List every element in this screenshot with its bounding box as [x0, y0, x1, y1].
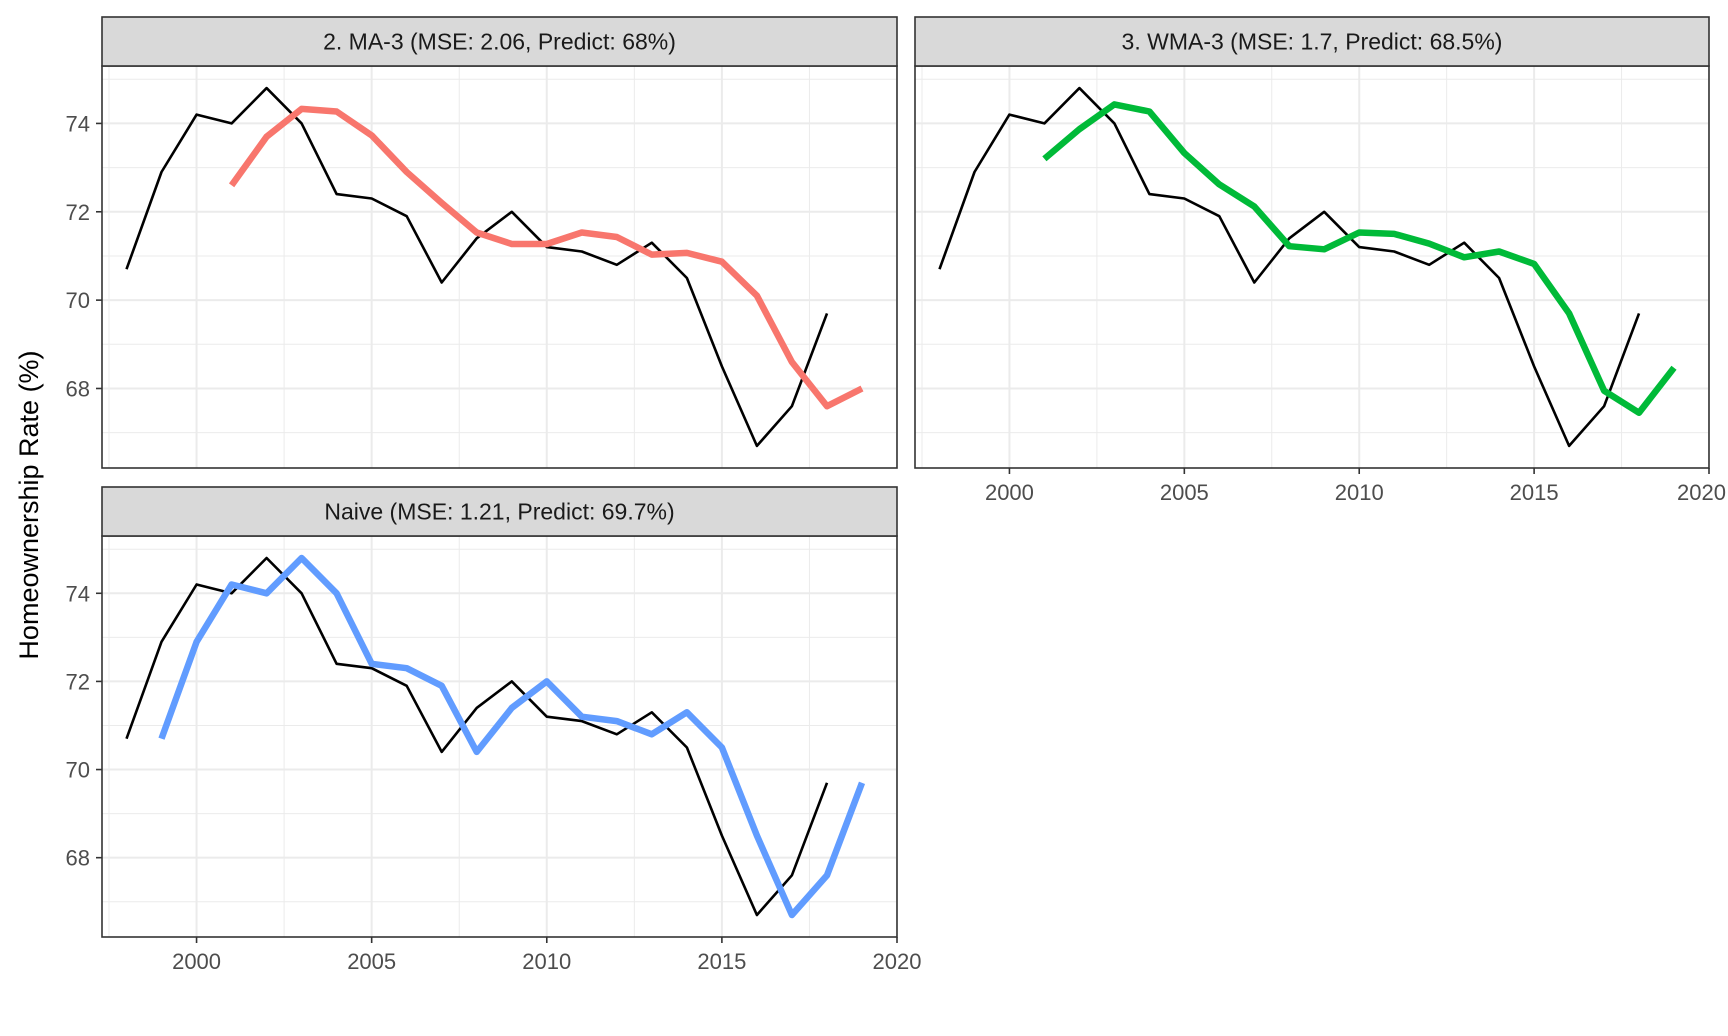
- panel-naive: Naive (MSE: 1.21, Predict: 69.7%) 68 70 72 7…: [66, 486, 922, 974]
- x-tick-label: 2000: [172, 949, 221, 974]
- y-axis-title: Homeownership Rate (%): [14, 350, 44, 659]
- panel-title: Naive (MSE: 1.21, Predict: 69.7%): [324, 499, 674, 525]
- forecast-series-line: [228, 105, 864, 410]
- panel-title: 3. WMA-3 (MSE: 1.7, Predict: 68.5%): [1122, 29, 1503, 55]
- x-tick-label: 2015: [697, 949, 746, 974]
- actual-series-line: [125, 556, 829, 917]
- panel-title: 2. MA-3 (MSE: 2.06, Predict: 68%): [323, 29, 676, 55]
- y-tick-label: 74: [66, 111, 90, 136]
- series-group: [125, 86, 864, 448]
- series-group: [938, 86, 1677, 448]
- strip-background: [914, 16, 1710, 67]
- y-tick-label: 72: [66, 669, 90, 694]
- plot-background: [102, 536, 897, 937]
- y-tick-label: 68: [66, 376, 90, 401]
- y-tick-label: 74: [66, 581, 90, 606]
- strip-background: [101, 486, 898, 537]
- y-tick-label: 72: [66, 200, 90, 225]
- panel-ma3: 2. MA-3 (MSE: 2.06, Predict: 68%) 68 70 72 7…: [66, 16, 898, 469]
- actual-series-line: [125, 86, 829, 448]
- x-tick-label: 2020: [1677, 480, 1726, 505]
- forecast-series-line: [1042, 101, 1677, 417]
- y-tick-label: 68: [66, 846, 90, 871]
- x-tick-label: 2005: [347, 949, 396, 974]
- x-tick-label: 2010: [522, 949, 571, 974]
- strip-background: [101, 16, 898, 67]
- y-tick-label: 70: [66, 288, 90, 313]
- x-tick-label: 2020: [873, 949, 922, 974]
- forecast-series-line: [158, 554, 866, 919]
- series-group: [125, 554, 866, 919]
- panel-wma3: 3. WMA-3 (MSE: 1.7, Predict: 68.5%) 2000 2…: [914, 16, 1726, 505]
- x-tick-label: 2010: [1335, 480, 1384, 505]
- x-tick-label: 2000: [985, 480, 1034, 505]
- plot-background: [915, 66, 1709, 468]
- y-tick-label: 70: [66, 758, 90, 783]
- actual-series-line: [938, 86, 1641, 448]
- plot-background: [102, 66, 897, 468]
- x-tick-label: 2015: [1510, 480, 1559, 505]
- grid-lines: [915, 66, 1709, 468]
- x-tick-label: 2005: [1160, 480, 1209, 505]
